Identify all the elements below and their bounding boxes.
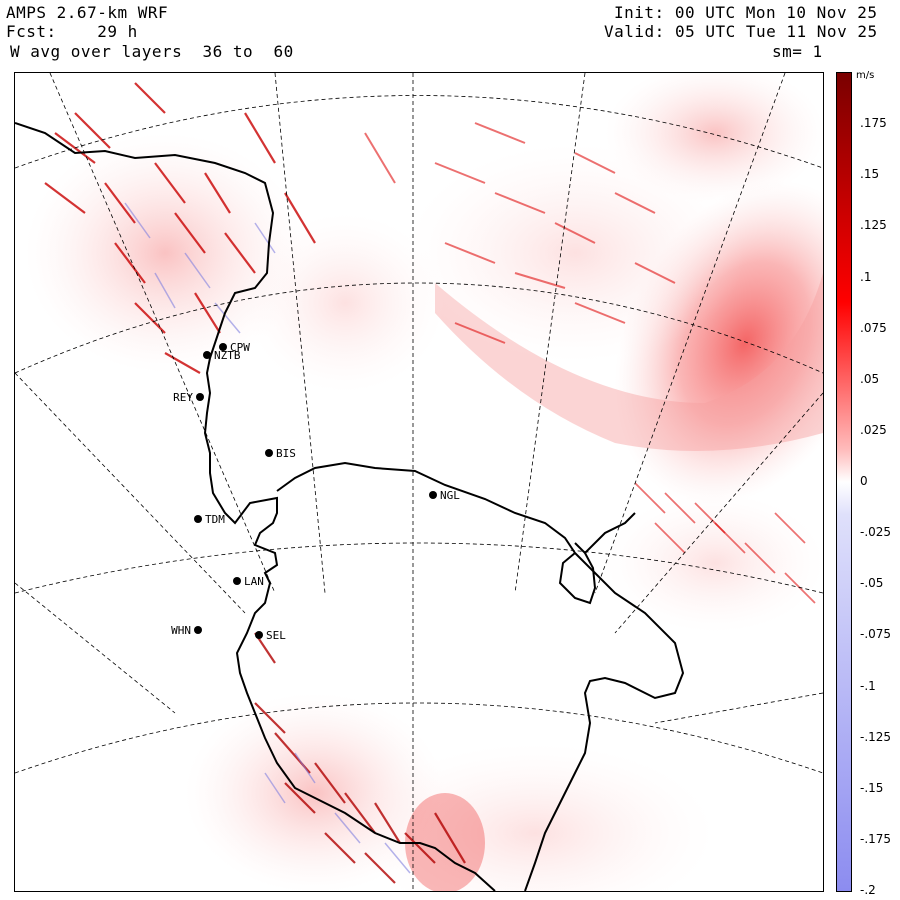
station-label-bis: BIS	[276, 447, 296, 460]
colorbar-tick: -.1	[860, 678, 876, 693]
colorbar-tick: -.025	[860, 525, 892, 540]
fcst-label: Fcst:	[6, 22, 57, 41]
station-dot-cpw	[219, 343, 227, 351]
colorbar-tick: .075	[860, 320, 887, 335]
station-label-rey: REY	[173, 391, 193, 404]
station-dot-whn	[194, 626, 202, 634]
colorbar-tick: .1	[860, 269, 872, 284]
forecast-hour: Fcst: 29 h	[6, 23, 138, 41]
station-label-ngl: NGL	[440, 489, 460, 502]
station-label-sel: SEL	[266, 629, 286, 642]
fcst-value: 29 h	[97, 22, 138, 41]
colorbar-tick: 0	[860, 474, 868, 488]
field-name: W avg over layers 36 to 60	[10, 42, 294, 61]
colorbar-tick: .175	[860, 116, 887, 131]
colorbar-tick: -.15	[860, 780, 884, 795]
colorbar-tick: .15	[860, 167, 880, 182]
vertical-velocity-field	[25, 73, 823, 891]
station-dot-ngl	[429, 491, 437, 499]
colorbar-unit: m/s	[856, 70, 875, 81]
station-label-whn: WHN	[171, 624, 191, 637]
colorbar	[836, 72, 852, 892]
valid-value: 05 UTC Tue 11 Nov 25	[674, 22, 878, 41]
colorbar-tick: .125	[860, 218, 887, 233]
station-label-cpw: CPW	[230, 341, 250, 354]
graticule	[15, 73, 823, 891]
map-panel: CPW NZTB REY BIS TDM LAN WHN SEL NGL	[14, 72, 824, 892]
station-label-tdm: TDM	[205, 513, 225, 526]
init-label: Init:	[614, 3, 665, 22]
colorbar-tick: .025	[860, 422, 887, 437]
valid-time: Valid: 05 UTC Tue 11 Nov 25	[604, 23, 878, 41]
smoothing-label: sm= 1	[772, 42, 823, 61]
station-dot-bis	[265, 449, 273, 457]
station-label-nztb: NZTB	[214, 349, 241, 362]
station-dot-tdm	[194, 515, 202, 523]
colorbar-tick: .05	[860, 371, 880, 386]
coastline	[15, 122, 685, 891]
colorbar-tick: -.125	[860, 729, 892, 744]
station-dot-sel	[255, 631, 263, 639]
init-value: 00 UTC Mon 10 Nov 25	[674, 3, 878, 22]
valid-label: Valid:	[604, 22, 665, 41]
model-title: AMPS 2.67-km WRF	[6, 3, 169, 22]
colorbar-tick: -.175	[860, 831, 892, 846]
colorbar-tick: -.2	[860, 883, 876, 897]
colorbar-tick: -.075	[860, 627, 892, 642]
colorbar-tick: -.05	[860, 576, 884, 591]
station-dot-rey	[196, 393, 204, 401]
init-time: Init: 00 UTC Mon 10 Nov 25	[614, 4, 877, 22]
station-dot-lan	[233, 577, 241, 585]
station-dot-nztb	[203, 351, 211, 359]
station-label-lan: LAN	[244, 575, 264, 588]
